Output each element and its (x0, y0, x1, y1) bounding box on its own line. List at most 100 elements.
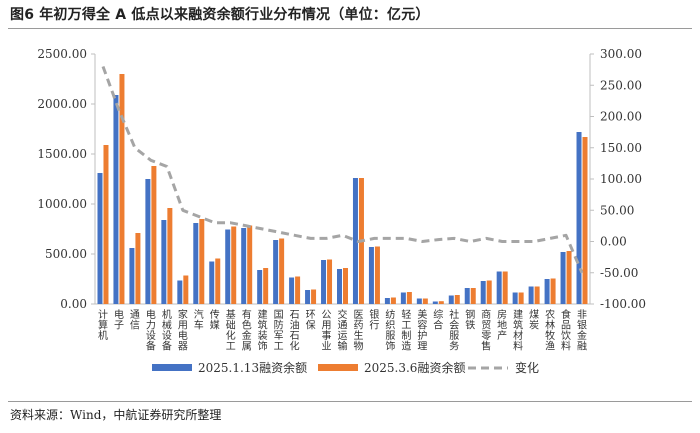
y-right-tick-label: 300.00 (600, 47, 642, 61)
bar-series-2 (215, 258, 221, 304)
bar-series-2 (119, 74, 125, 304)
y-right-tick-label: 200.00 (600, 110, 642, 124)
bar-series-2 (279, 238, 285, 304)
y-right-tick-label: 150.00 (600, 141, 642, 155)
y-left-tick-label: 0.00 (60, 297, 87, 311)
bar-series-1 (544, 279, 550, 304)
x-tick-label: 电力设备 (146, 308, 156, 353)
bar-series-1 (225, 229, 231, 304)
x-tick-label: 建筑装饰 (258, 308, 268, 353)
bar-series-1 (273, 240, 279, 304)
bar-series-1 (384, 298, 390, 304)
bar-series-1 (560, 252, 566, 304)
x-tick-label: 轻工制造 (401, 308, 411, 353)
bar-series-2 (263, 268, 269, 304)
x-tick-label: 环保 (306, 310, 316, 332)
bar-series-2 (151, 166, 157, 304)
x-tick-label: 建筑材料 (513, 308, 523, 353)
bar-series-2 (231, 226, 237, 304)
bar-series-1 (145, 179, 151, 304)
x-tick-label: 综合 (433, 308, 443, 332)
legend-label-change: 变化 (515, 360, 539, 375)
chart-ticks: 0.00 500.00 1000.00 1500.00 2000.00 2500.00 -1… (37, 47, 646, 353)
bar-series-1 (464, 288, 470, 304)
x-tick-label: 国防军工 (274, 309, 284, 353)
bottom-rule (8, 401, 692, 402)
x-tick-label: 社会服务 (449, 308, 459, 353)
bar-series-2 (486, 280, 492, 304)
legend-swatch-series-2 (318, 364, 358, 371)
chart-bars (97, 74, 588, 304)
figure-title: 图6 年初万得全 A 低点以来融资余额行业分布情况（单位：亿元） (10, 7, 430, 23)
bar-series-1 (512, 292, 518, 304)
change-line (101, 65, 584, 274)
x-tick-label: 钢铁 (465, 308, 475, 332)
x-tick-label: 汽车 (194, 308, 204, 332)
x-tick-label: 医药生物 (353, 309, 363, 353)
top-rule (8, 28, 692, 29)
bar-series-2 (518, 292, 524, 304)
bar-series-1 (241, 228, 247, 304)
chart-change-line (101, 65, 584, 274)
bar-series-2 (550, 278, 556, 304)
bar-series-1 (321, 260, 327, 304)
bar-series-2 (422, 298, 428, 304)
bar-series-1 (400, 292, 406, 304)
x-tick-label: 公用事业 (322, 310, 332, 353)
bar-series-1 (480, 281, 486, 304)
x-tick-label: 食品饮料 (561, 308, 571, 353)
bar-series-1 (305, 290, 311, 304)
bar-series-2 (566, 251, 572, 304)
bar-series-1 (337, 269, 342, 304)
bar-series-1 (496, 271, 502, 304)
bar-series-2 (311, 289, 317, 304)
bar-series-1 (289, 277, 295, 304)
bar-series-2 (438, 301, 444, 304)
x-tick-label: 家用电器 (178, 308, 188, 353)
bar-series-2 (343, 268, 348, 304)
legend-label-series-2: 2025.3.6融资余额 (364, 360, 465, 375)
bar-series-1 (129, 248, 135, 304)
bar-series-1 (352, 178, 358, 304)
bar-series-2 (295, 276, 301, 304)
y-left-tick-label: 500.00 (45, 247, 87, 261)
bar-series-1 (528, 286, 534, 304)
x-tick-label: 计算机 (98, 308, 108, 342)
x-tick-label: 农林牧渔 (545, 308, 555, 353)
x-tick-label: 石油石化 (290, 310, 300, 353)
x-tick-label: 煤炭 (529, 308, 539, 332)
x-tick-label: 房地产 (497, 308, 507, 342)
y-left-tick-label: 2500.00 (37, 47, 87, 61)
bar-series-2 (135, 233, 141, 304)
x-tick-label: 纺织服饰 (385, 308, 395, 353)
bar-series-1 (113, 95, 119, 304)
bar-series-2 (374, 246, 380, 304)
bar-series-1 (448, 295, 454, 304)
y-right-tick-label: 0.00 (600, 235, 627, 249)
bar-series-2 (390, 297, 396, 304)
x-tick-label: 通信 (130, 309, 140, 332)
bar-series-2 (534, 286, 540, 304)
bar-series-2 (470, 288, 476, 304)
chart-legend: 2025.1.13融资余额 2025.3.6融资余额 变化 (152, 360, 539, 375)
y-left-tick-label: 2000.00 (37, 97, 87, 111)
x-tick-label: 传媒 (210, 309, 220, 332)
bar-series-1 (177, 280, 183, 304)
bar-series-2 (183, 275, 189, 304)
bar-series-2 (199, 219, 205, 304)
bar-series-2 (327, 259, 333, 304)
bar-series-1 (576, 132, 582, 304)
x-tick-label: 电子 (114, 308, 124, 332)
bar-series-1 (416, 298, 422, 304)
x-tick-label: 非银金融 (577, 309, 587, 353)
bar-series-2 (167, 208, 173, 304)
x-tick-label: 基础化工 (226, 308, 236, 353)
legend-label-series-1: 2025.1.13融资余额 (198, 360, 307, 375)
y-right-tick-label: 250.00 (600, 78, 642, 92)
bar-series-2 (406, 292, 412, 304)
y-left-tick-label: 1500.00 (37, 147, 87, 161)
legend-swatch-series-1 (152, 364, 192, 371)
chart: 0.00 500.00 1000.00 1500.00 2000.00 2500.00 -1… (37, 47, 646, 375)
x-tick-label: 有色金属 (242, 308, 252, 353)
source-note: 资料来源：Wind，中航证券研究所整理 (10, 408, 222, 422)
